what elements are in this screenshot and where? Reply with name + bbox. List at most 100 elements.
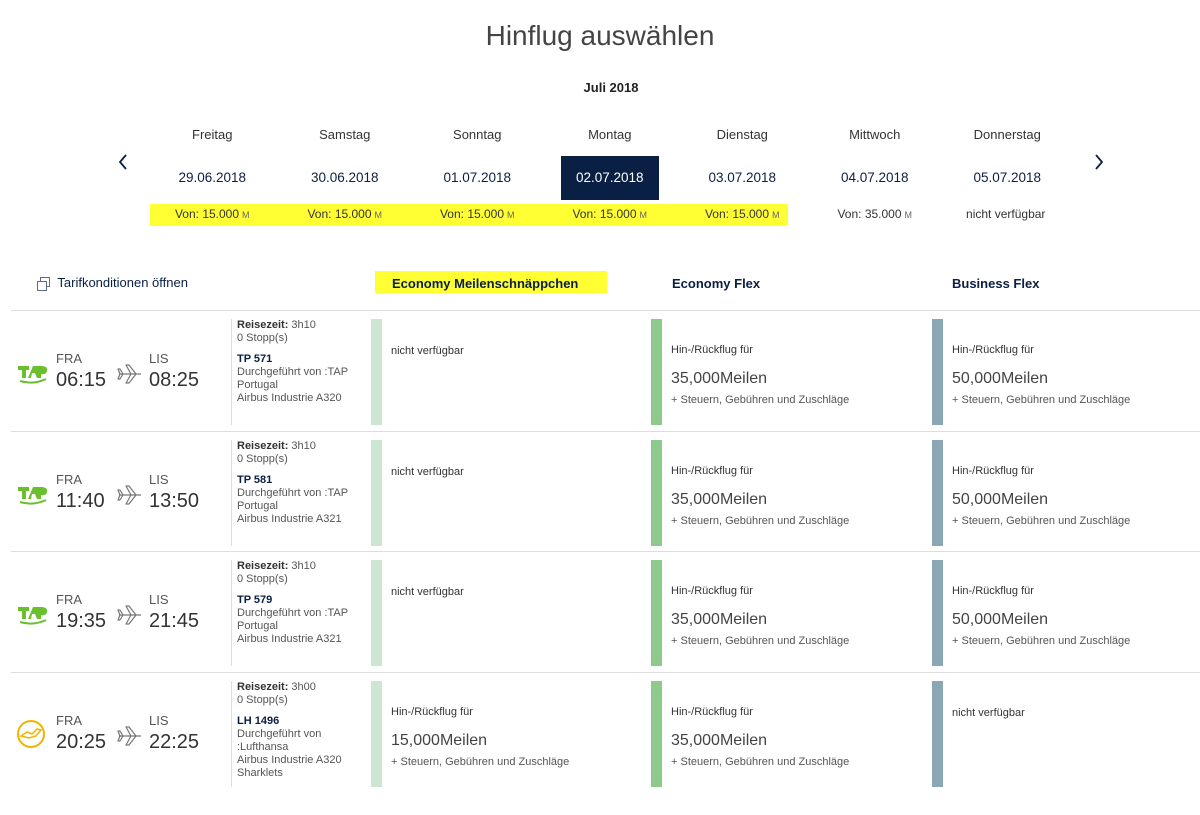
day-price-value: Von: 15.000: [704, 207, 770, 221]
month-label: Juli 2018: [583, 80, 639, 95]
arrival-airport: LIS: [149, 471, 169, 487]
operated-by: Durchgeführt von :Lufthansa: [237, 727, 322, 753]
tap-logo-icon: [18, 604, 48, 626]
arrival-time: 21:45: [149, 610, 200, 632]
flight-details: Reisezeit: 3h00 0 Stopp(s) LH 1496 Durch…: [231, 680, 363, 787]
day-option-4[interactable]: Montag 02.07.2018 Von: 15.000 M: [544, 120, 677, 228]
chevron-right-icon[interactable]: [1089, 152, 1109, 178]
fare-economy-flex[interactable]: Hin-/Rückflug für 35,000Meilen + Steuern…: [651, 439, 921, 546]
departure-time: 19:35: [56, 610, 107, 632]
arrival-airport: LIS: [149, 712, 169, 728]
fare-taxes-note: + Steuern, Gebühren und Zuschläge: [671, 755, 850, 768]
travel-time-label: Reisezeit:: [237, 439, 289, 452]
operated-by: Durchgeführt von :TAP Portugal: [237, 607, 348, 632]
aircraft-type: Airbus Industrie A320: [237, 392, 342, 404]
arrival: LIS 13:50: [149, 472, 199, 513]
fare-business-flex[interactable]: Hin-/Rückflug für 50,000Meilen + Steuern…: [932, 319, 1200, 425]
departure-airport: FRA: [56, 351, 82, 366]
fare-bar: [371, 439, 382, 546]
departure: FRA 19:35: [56, 592, 106, 633]
departure-airport: FRA: [56, 712, 82, 728]
day-option-7[interactable]: Donnerstag 05.07.2018 nicht verfügbar: [941, 120, 1074, 228]
arrival-time: 22:25: [149, 730, 200, 753]
travel-time-label: Reisezeit:: [237, 680, 289, 693]
miles-unit-icon: M: [374, 210, 383, 220]
fare-economy-flex[interactable]: Hin-/Rückflug für 35,000Meilen + Steuern…: [651, 319, 921, 425]
travel-time-value: 3h10: [291, 319, 316, 331]
highlight-marker: [375, 271, 607, 293]
day-date: 03.07.2018: [708, 170, 777, 185]
arrival: LIS 22:25: [149, 713, 199, 754]
flight-row: FRA 19:35 LIS 21:45 Reisezeit: 3h10 0 St…: [11, 551, 1200, 672]
chevron-left-icon[interactable]: [113, 152, 133, 178]
day-option-5[interactable]: Dienstag 03.07.2018 Von: 15.000 M: [676, 120, 809, 228]
day-date: 29.06.2018: [178, 170, 247, 185]
external-window-icon: [37, 277, 50, 291]
travel-time: Reisezeit: 3h00: [237, 681, 363, 694]
fare-business-flex: nicht verfügbar: [932, 680, 1200, 787]
tarif-conditions-link[interactable]: Tarifkonditionen öffnen: [37, 275, 188, 291]
fare-economy-saver: nicht verfügbar: [371, 560, 641, 666]
stops: 0 Stopp(s): [237, 452, 288, 465]
day-date: 05.07.2018: [973, 170, 1042, 185]
flight-number[interactable]: TP 581: [237, 473, 273, 486]
departure-time: 20:25: [56, 730, 107, 753]
fare-business-flex[interactable]: Hin-/Rückflug für 50,000Meilen + Steuern…: [932, 560, 1200, 666]
fare-economy-saver[interactable]: Hin-/Rückflug für 15,000Meilen + Steuern…: [371, 680, 641, 787]
departure-time: 06:15: [56, 369, 107, 391]
flight-details: Reisezeit: 3h10 0 Stopp(s) TP 579 Durchg…: [231, 560, 363, 666]
fare-label: Hin-/Rückflug für: [671, 705, 753, 718]
fare-economy-flex[interactable]: Hin-/Rückflug für 35,000Meilen + Steuern…: [651, 560, 921, 666]
airplane-icon: [117, 725, 143, 747]
airplane-icon: [117, 604, 143, 626]
day-option-6[interactable]: Mittwoch 04.07.2018 Von: 35.000 M: [809, 120, 942, 228]
fare-bar: [651, 560, 662, 666]
tarif-conditions-label: Tarifkonditionen öffnen: [57, 275, 188, 290]
arrival-time: 08:25: [149, 369, 200, 391]
day-name: Montag: [588, 127, 632, 142]
fare-unavailable: nicht verfügbar: [391, 345, 464, 357]
fare-miles: 15,000Meilen: [391, 731, 488, 749]
day-date: 04.07.2018: [840, 170, 909, 185]
fare-economy-flex[interactable]: Hin-/Rückflug für 35,000Meilen + Steuern…: [651, 680, 921, 787]
fare-taxes-note: + Steuern, Gebühren und Zuschläge: [671, 514, 850, 527]
aircraft-type: Airbus Industrie A321: [237, 512, 342, 525]
day-price-value: Von: 35.000: [837, 207, 902, 221]
departure-airport: FRA: [56, 592, 82, 607]
flight-row: FRA 11:40 LIS 13:50 Reisezeit: 3h10 0 St…: [11, 430, 1200, 552]
day-name: Dienstag: [716, 127, 768, 142]
fare-bar: [651, 319, 662, 425]
miles-unit-icon: M: [507, 210, 515, 220]
fare-label: Hin-/Rückflug für: [952, 585, 1034, 597]
fare-miles: 35,000Meilen: [671, 370, 768, 387]
date-selector: Freitag 29.06.2018 Von: 15.000 M Samstag 30.0…: [146, 120, 1074, 228]
fare-bar: [932, 680, 943, 787]
fare-business-flex[interactable]: Hin-/Rückflug für 50,000Meilen + Steuern…: [932, 439, 1200, 546]
day-option-1[interactable]: Freitag 29.06.2018 Von: 15.000 M: [146, 120, 279, 228]
day-price: Von: 15.000 M: [544, 200, 677, 228]
fare-unavailable: nicht verfügbar: [391, 465, 464, 478]
flight-number[interactable]: TP 571: [237, 353, 273, 365]
arrival-airport: LIS: [149, 351, 169, 366]
tap-logo-icon: [18, 484, 48, 506]
fare-header-row: Tarifkonditionen öffnen Economy Meilensc…: [0, 270, 1200, 300]
fare-miles: 35,000Meilen: [671, 731, 768, 749]
fare-unavailable: nicht verfügbar: [952, 706, 1025, 719]
fare-header-business-flex: Business Flex: [952, 276, 1040, 291]
fare-bar: [651, 680, 662, 787]
day-option-3[interactable]: Sonntag 01.07.2018 Von: 15.000 M: [411, 120, 544, 228]
day-option-2[interactable]: Samstag 30.06.2018 Von: 15.000 M: [279, 120, 412, 228]
fare-bar: [371, 680, 382, 787]
flight-number[interactable]: TP 579: [237, 594, 273, 606]
stops: 0 Stopp(s): [237, 332, 288, 344]
fare-miles: 35,000Meilen: [671, 611, 768, 628]
fare-label: Hin-/Rückflug für: [952, 464, 1034, 477]
day-price: Von: 15.000 M: [279, 200, 412, 228]
fare-taxes-note: + Steuern, Gebühren und Zuschläge: [671, 635, 850, 647]
fare-header-economy-saver: Economy Meilenschnäppchen: [392, 276, 579, 291]
day-price: Von: 15.000 M: [411, 200, 544, 228]
miles-unit-icon: M: [639, 210, 648, 220]
flight-number[interactable]: LH 1496: [237, 714, 280, 727]
fare-miles: 50,000Meilen: [952, 611, 1049, 628]
fare-label: Hin-/Rückflug für: [671, 344, 753, 356]
